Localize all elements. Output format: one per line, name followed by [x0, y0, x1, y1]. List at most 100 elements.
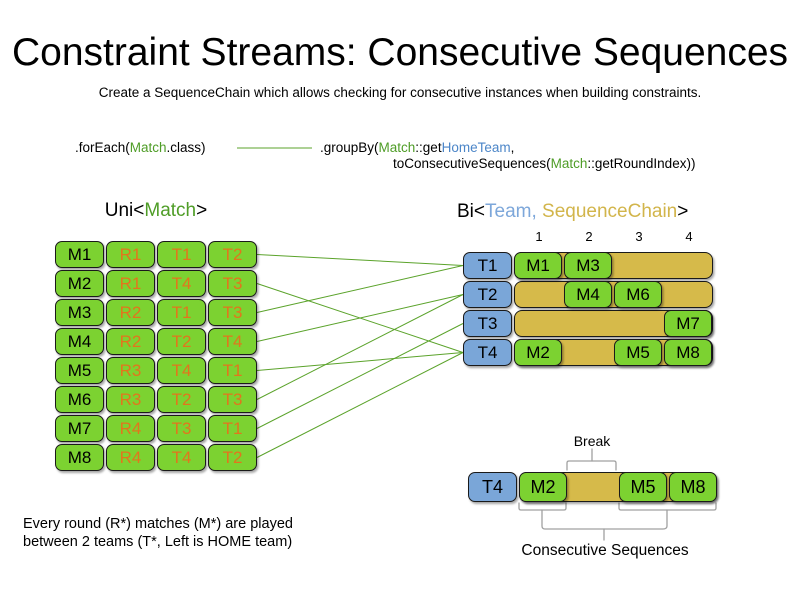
code-groupby-accessor: ::get — [415, 140, 442, 155]
code-line2-suffix: ::getRoundIndex)) — [587, 155, 696, 171]
page-subtitle: Create a SequenceChain which allows chec… — [98, 85, 702, 100]
match-row-m8: M8 R4 T4 T2 — [55, 444, 259, 471]
detail-team-cell: T4 — [468, 472, 517, 502]
match-id-cell: M5 — [55, 357, 104, 384]
bi-heading-comma: , — [531, 201, 543, 222]
detail-match-cell: M5 — [619, 472, 667, 502]
home-team-cell: T2 — [157, 328, 206, 355]
round-column-header-3: 3 — [635, 229, 643, 244]
code-groupby: .groupBy(Match::getHomeTeam, toConsecuti… — [320, 140, 695, 171]
code-foreach-prefix: .forEach( — [75, 140, 130, 155]
bi-heading-chain-token: SequenceChain — [542, 201, 678, 222]
uni-heading-match-token: Match — [144, 200, 197, 221]
connection-line-m6-t2 — [256, 294, 464, 400]
uni-heading-suffix: > — [196, 200, 208, 221]
sequence-bracket-right — [618, 502, 717, 511]
team-cell-t2: T2 — [463, 281, 512, 308]
match-row-m2: M2 R1 T4 T3 — [55, 270, 259, 297]
round-cell: R3 — [106, 357, 155, 384]
round-column-header-4: 4 — [685, 229, 693, 244]
home-team-cell: T1 — [157, 241, 206, 268]
connection-lines — [237, 147, 464, 458]
sequence-match-cell: M7 — [664, 310, 712, 337]
home-team-cell: T4 — [157, 444, 206, 471]
sequences-merge-bracket — [541, 509, 668, 530]
home-team-cell: T4 — [157, 270, 206, 297]
match-row-m7: M7 R4 T3 T1 — [55, 415, 259, 442]
team-cell-t4: T4 — [463, 339, 512, 366]
connection-line-m4-t2 — [256, 294, 464, 342]
match-row-m5: M5 R3 T4 T1 — [55, 357, 259, 384]
bi-heading-suffix: > — [677, 201, 689, 222]
match-row-m1: M1 R1 T1 T2 — [55, 241, 259, 268]
match-id-cell: M6 — [55, 386, 104, 413]
away-team-cell: T4 — [208, 328, 257, 355]
sequence-match-cell: M3 — [564, 252, 612, 279]
match-id-cell: M1 — [55, 241, 104, 268]
away-team-cell: T2 — [208, 241, 257, 268]
match-id-cell: M7 — [55, 415, 104, 442]
team-cell-t3: T3 — [463, 310, 512, 337]
code-groupby-class-token: Match — [378, 140, 416, 155]
connection-line-m5-t4 — [256, 352, 464, 371]
sequence-match-cell: M8 — [664, 339, 712, 366]
sequence-chain-bar-t2 — [514, 281, 713, 308]
round-cell: R2 — [106, 299, 155, 326]
code-foreach-suffix: .class) — [166, 140, 206, 155]
match-row-m6: M6 R3 T2 T3 — [55, 386, 259, 413]
away-team-cell: T1 — [208, 415, 257, 442]
round-cell: R1 — [106, 241, 155, 268]
page-title: Constraint Streams: Consecutive Sequence… — [11, 31, 789, 74]
match-row-m3: M3 R2 T1 T3 — [55, 299, 259, 326]
footnote-line1: Every round (R*) matches (M*) are played — [23, 516, 293, 532]
round-cell: R4 — [106, 444, 155, 471]
consecutive-sequences-label: Consecutive Sequences — [521, 542, 689, 559]
bi-heading-team-token: Team — [485, 201, 532, 222]
bi-team-sequencechain-heading: Bi<Team, SequenceChain> — [457, 201, 688, 223]
home-team-cell: T4 — [157, 357, 206, 384]
uni-match-heading: Uni<Match> — [55, 200, 257, 222]
match-row-m4: M4 R2 T2 T4 — [55, 328, 259, 355]
home-team-cell: T2 — [157, 386, 206, 413]
code-line2-class-token: Match — [550, 155, 588, 171]
code-groupby-line2: toConsecutiveSequences(Match::getRoundIn… — [393, 156, 695, 172]
match-id-cell: M2 — [55, 270, 104, 297]
break-bracket — [566, 460, 617, 471]
code-line2-fn: toConsecutiveSequences( — [393, 155, 551, 171]
code-foreach: .forEach(Match.class) — [75, 140, 206, 156]
uni-heading-prefix: Uni< — [104, 200, 145, 221]
round-cell: R2 — [106, 328, 155, 355]
round-column-header-2: 2 — [585, 229, 593, 244]
away-team-cell: T3 — [208, 386, 257, 413]
code-groupby-hometeam-token: HomeTeam — [441, 140, 511, 155]
round-column-headers: 1 2 3 4 — [514, 229, 714, 244]
footnote-line2: between 2 teams (T*, Left is HOME team) — [23, 533, 293, 550]
connection-line-m1-t1 — [256, 254, 464, 266]
connection-line-m3-t1 — [256, 265, 464, 313]
home-team-cell: T3 — [157, 415, 206, 442]
connection-line-m2-t4 — [256, 283, 464, 353]
away-team-cell: T3 — [208, 299, 257, 326]
round-cell: R3 — [106, 386, 155, 413]
team-cell-t1: T1 — [463, 252, 512, 279]
code-groupby-line1: .groupBy(Match::getHomeTeam, — [320, 140, 695, 156]
home-team-cell: T1 — [157, 299, 206, 326]
code-groupby-comma: , — [510, 140, 515, 155]
sequence-match-cell: M2 — [514, 339, 562, 366]
connection-line-m8-t4 — [256, 352, 464, 458]
detail-match-cell: M8 — [669, 472, 717, 502]
match-id-cell: M3 — [55, 299, 104, 326]
away-team-cell: T3 — [208, 270, 257, 297]
round-cell: R4 — [106, 415, 155, 442]
break-label: Break — [573, 433, 611, 449]
connection-line-m7-t3 — [256, 323, 464, 429]
code-foreach-class-token: Match — [129, 140, 167, 155]
footnote: Every round (R*) matches (M*) are played… — [23, 516, 293, 551]
sequence-bracket-left — [518, 502, 567, 511]
sequence-match-cell: M5 — [614, 339, 662, 366]
round-column-header-1: 1 — [535, 229, 543, 244]
round-cell: R1 — [106, 270, 155, 297]
match-id-cell: M8 — [55, 444, 104, 471]
bi-heading-prefix: Bi< — [457, 201, 485, 222]
